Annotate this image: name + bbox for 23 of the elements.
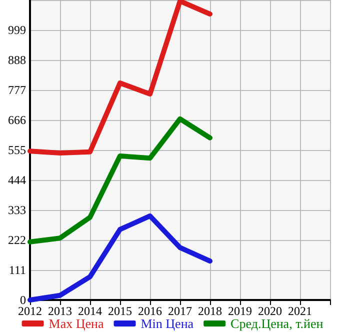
x-tick-label: 2016 [138, 304, 162, 318]
x-tick-label: 2021 [288, 304, 312, 318]
legend-label: Max Цена [48, 316, 104, 331]
x-tick-label: 2014 [78, 304, 102, 318]
y-tick-label: 555 [8, 143, 26, 157]
y-tick-label: 666 [8, 113, 26, 127]
x-tick-label: 2015 [108, 304, 132, 318]
legend-label: Сред.Цена, т.йен [230, 316, 324, 331]
y-tick-label: 777 [8, 83, 26, 97]
y-tick-label: 0 [20, 293, 26, 307]
legend-label: Min Цена [140, 316, 194, 331]
y-tick-label: 999 [8, 23, 26, 37]
x-tick-label: 2012 [18, 304, 42, 318]
x-tick-label: 2020 [258, 304, 282, 318]
x-tick-label: 2019 [228, 304, 252, 318]
y-tick-label: 111 [8, 263, 26, 277]
y-tick-label: 222 [8, 233, 26, 247]
x-tick-label: 2013 [48, 304, 72, 318]
y-tick-label: 444 [8, 173, 26, 187]
y-tick-label: 333 [8, 203, 26, 217]
x-tick-label: 2017 [168, 304, 192, 318]
y-tick-label: 888 [8, 53, 26, 67]
x-tick-label: 2018 [198, 304, 222, 318]
